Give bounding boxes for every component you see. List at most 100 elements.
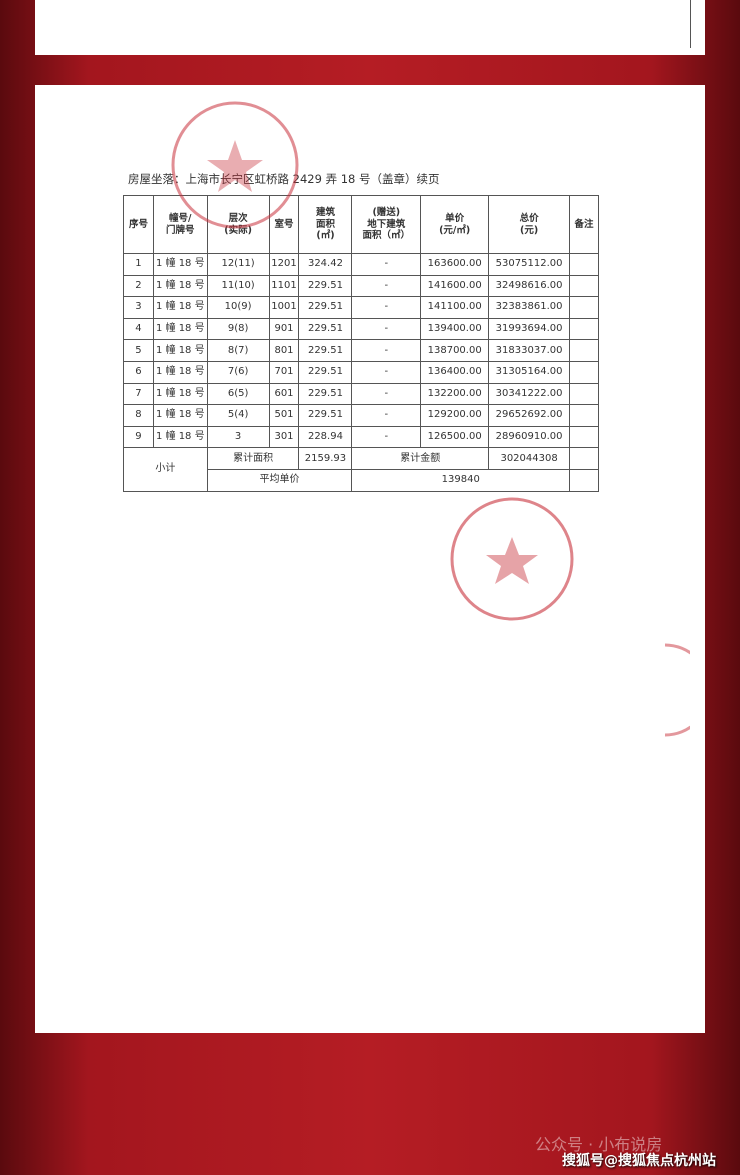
table-cell: 31833037.00 <box>488 339 571 362</box>
table-cell: 138700.00 <box>420 339 490 362</box>
table-cell <box>569 317 599 341</box>
table-cell: 229.51 <box>298 382 353 406</box>
table-cell: - <box>351 274 422 298</box>
previous-page-fragment <box>35 0 705 55</box>
table-cell: 129200.00 <box>420 404 490 427</box>
table-cell: 801 <box>268 339 300 362</box>
table-header: 序号 幢号/ 门牌号 层次 (实际) 室号 建筑 面积 (㎡) (赠送) 地下建筑 面积（… <box>123 195 599 254</box>
empty-cell <box>569 468 599 492</box>
table-cell: 1 幢 18 号 <box>152 296 208 319</box>
table-cell: 1 幢 18 号 <box>152 339 208 362</box>
table-cell: 31305164.00 <box>488 360 571 384</box>
sohu-watermark: 搜狐号@搜狐焦点杭州站 <box>562 1153 716 1169</box>
table-cell: 6(5) <box>206 382 270 406</box>
table-cell: 30341222.00 <box>488 382 571 406</box>
column-header: 幢号/ 门牌号 <box>152 195 208 254</box>
table-cell: 301 <box>268 425 300 449</box>
table-cell: 228.94 <box>298 425 353 449</box>
empty-cell <box>569 447 599 470</box>
table-cell <box>569 425 599 449</box>
column-header: 备注 <box>569 195 599 254</box>
table-cell: 31993694.00 <box>488 317 571 341</box>
table-cell: 32498616.00 <box>488 274 571 298</box>
table-cell: 1 幢 18 号 <box>152 360 208 384</box>
table-cell: 29652692.00 <box>488 404 571 427</box>
table-cell: 5(4) <box>206 404 270 427</box>
table-cell: - <box>351 404 422 427</box>
table-cell: 1 幢 18 号 <box>152 317 208 341</box>
table-cell: 11(10) <box>206 274 270 298</box>
table-cell: 28960910.00 <box>488 425 571 449</box>
table-cell: 132200.00 <box>420 382 490 406</box>
table-cell: 53075112.00 <box>488 253 571 276</box>
table-cell: 229.51 <box>298 274 353 298</box>
table-cell: 126500.00 <box>420 425 490 449</box>
table-cell: 1 幢 18 号 <box>152 274 208 298</box>
table-cell: 601 <box>268 382 300 406</box>
table-cell: 229.51 <box>298 360 353 384</box>
partial-seal-edge <box>664 643 690 737</box>
table-cell <box>569 360 599 384</box>
avg-label: 平均单价 <box>206 468 353 492</box>
table-cell <box>569 274 599 298</box>
table-cell <box>569 253 599 276</box>
official-seal-top <box>171 101 299 229</box>
table-cell: 324.42 <box>298 253 353 276</box>
table-cell: 9 <box>123 425 154 449</box>
table-cell <box>569 404 599 427</box>
table-cell: - <box>351 339 422 362</box>
table-cell: - <box>351 296 422 319</box>
table-cell: 163600.00 <box>420 253 490 276</box>
table-cell: 10(9) <box>206 296 270 319</box>
column-header: 序号 <box>123 195 154 254</box>
table-cell: 141100.00 <box>420 296 490 319</box>
table-cell: 12(11) <box>206 253 270 276</box>
table-cell: 32383861.00 <box>488 296 571 319</box>
table-cell: - <box>351 425 422 449</box>
subtotal-label: 小计 <box>123 447 208 492</box>
table-cell: 3 <box>123 296 154 319</box>
table-cell: 1101 <box>268 274 300 298</box>
amount-label: 累计金额 <box>351 447 490 470</box>
table-cell: - <box>351 382 422 406</box>
area-label: 累计面积 <box>206 447 300 470</box>
table-cell <box>569 339 599 362</box>
table-cell: 229.51 <box>298 404 353 427</box>
table-cell: 1 幢 18 号 <box>152 425 208 449</box>
table-cell <box>569 382 599 406</box>
location-line: 房屋坐落：上海市长宁区虹桥路 2429 弄 18 号（盖章）续页 <box>128 172 440 186</box>
column-header: 单价 (元/㎡) <box>420 195 490 254</box>
table-cell: 1 <box>123 253 154 276</box>
table-cell: 229.51 <box>298 317 353 341</box>
table-cell: - <box>351 360 422 384</box>
avg-price: 139840 <box>351 468 571 492</box>
column-header: (赠送) 地下建筑 面积（㎡） <box>351 195 422 254</box>
table-cell: 229.51 <box>298 296 353 319</box>
table-cell: 5 <box>123 339 154 362</box>
table-cell: 1001 <box>268 296 300 319</box>
average-row: 平均单价 139840 <box>124 468 599 492</box>
subtotal-row: 小计 累计面积 2159.93 累计金额 302044308 <box>123 447 599 492</box>
table-cell: 1 幢 18 号 <box>152 404 208 427</box>
table-cell: 6 <box>123 360 154 384</box>
table-cell: 136400.00 <box>420 360 490 384</box>
table-cell: 4 <box>123 317 154 341</box>
table-cell: - <box>351 253 422 276</box>
wechat-watermark: 公众号 · 小布说房 <box>535 1135 663 1154</box>
official-seal-bottom <box>450 497 574 621</box>
table-cell: 9(8) <box>206 317 270 341</box>
table-cell: 1 幢 18 号 <box>152 253 208 276</box>
table-cell: 3 <box>206 425 270 449</box>
total-area: 2159.93 <box>298 447 353 470</box>
table-cell: 1 幢 18 号 <box>152 382 208 406</box>
table-cell: 229.51 <box>298 339 353 362</box>
column-header: 总价 (元) <box>488 195 571 254</box>
table-cell: 141600.00 <box>420 274 490 298</box>
